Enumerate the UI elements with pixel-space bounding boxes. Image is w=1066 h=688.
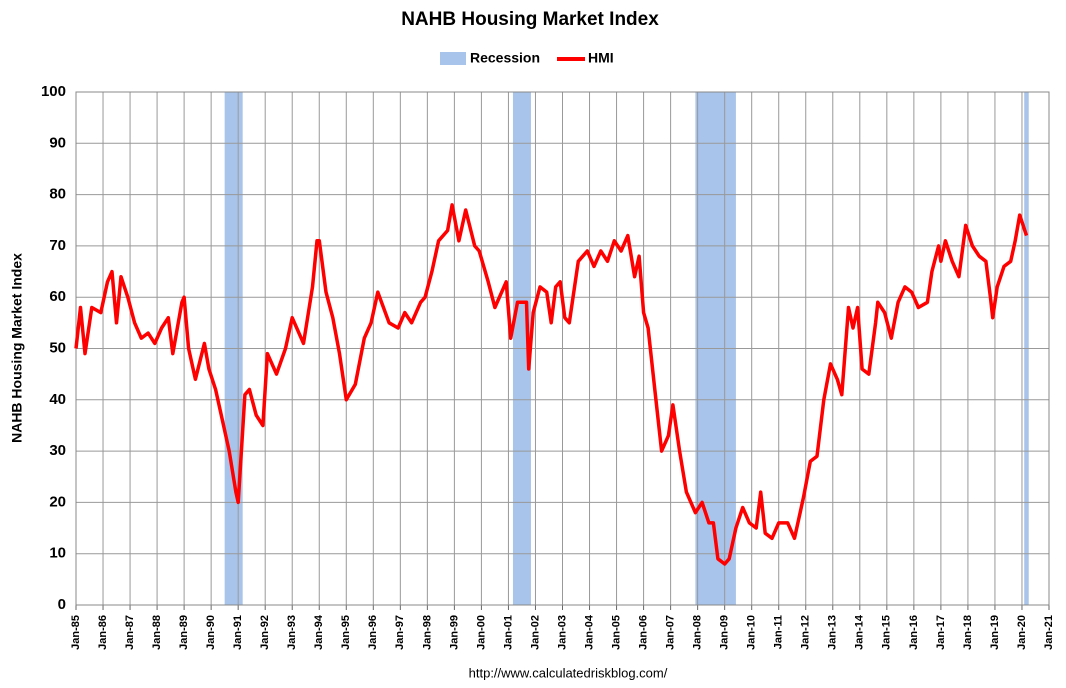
x-tick-label: Jan-08 <box>692 615 704 650</box>
x-tick-label: Jan-07 <box>665 615 677 650</box>
x-tick-label: Jan-90 <box>205 615 217 650</box>
x-tick-label: Jan-06 <box>637 615 649 650</box>
source: http://www.calculatedriskblog.com/ <box>469 665 668 680</box>
x-tick-label: Jan-93 <box>286 615 298 650</box>
x-tick-label: Jan-98 <box>421 615 433 650</box>
y-tick-label: 70 <box>49 237 66 254</box>
legend-swatch <box>440 52 466 65</box>
y-tick-label: 10 <box>49 545 66 562</box>
y-tick-label: 50 <box>49 339 66 356</box>
x-tick-label: Jan-17 <box>935 615 947 650</box>
x-tick-label: Jan-21 <box>1043 615 1055 650</box>
chart-title: NAHB Housing Market Index <box>401 9 659 30</box>
x-tick-label: Jan-99 <box>448 615 460 650</box>
x-tick-label: Jan-19 <box>989 615 1001 650</box>
x-tick-label: Jan-18 <box>962 615 974 650</box>
y-tick-label: 80 <box>49 186 66 203</box>
x-tick-label: Jan-01 <box>502 615 514 650</box>
x-tick-label: Jan-14 <box>854 614 866 650</box>
x-tick-label: Jan-13 <box>827 615 839 650</box>
x-tick-label: Jan-91 <box>232 615 244 650</box>
x-tick-label: Jan-95 <box>340 615 352 650</box>
x-tick-label: Jan-00 <box>475 615 487 650</box>
y-axis-label: NAHB Housing Market Index <box>9 253 25 443</box>
x-tick-label: Jan-86 <box>97 615 109 650</box>
x-tick-label: Jan-87 <box>124 615 136 650</box>
x-tick-label: Jan-89 <box>178 615 190 650</box>
x-tick-label: Jan-85 <box>70 615 82 650</box>
y-tick-label: 30 <box>49 442 66 459</box>
x-tick-label: Jan-97 <box>394 615 406 650</box>
x-tick-label: Jan-94 <box>313 614 325 650</box>
y-tick-label: 20 <box>49 493 66 510</box>
x-tick-label: Jan-04 <box>583 614 595 650</box>
x-tick-label: Jan-11 <box>773 615 785 649</box>
x-tick-label: Jan-20 <box>1016 615 1028 650</box>
x-tick-label: Jan-12 <box>800 615 812 650</box>
y-tick-label: 40 <box>49 391 66 408</box>
x-tick-label: Jan-09 <box>719 615 731 650</box>
x-tick-label: Jan-15 <box>881 615 893 650</box>
y-tick-label: 60 <box>49 288 66 305</box>
x-tick-label: Jan-96 <box>367 615 379 650</box>
hmi-line <box>74 203 1029 566</box>
legend-label: HMI <box>588 50 614 66</box>
x-tick-label: Jan-88 <box>151 615 163 650</box>
legend-label: Recession <box>470 50 540 66</box>
y-tick-label: 100 <box>41 83 66 100</box>
x-tick-label: Jan-16 <box>908 615 920 650</box>
x-tick-label: Jan-92 <box>259 615 271 650</box>
x-tick-label: Jan-10 <box>746 615 758 650</box>
y-tick-label: 90 <box>49 134 66 151</box>
x-tick-label: Jan-03 <box>556 615 568 650</box>
x-tick-label: Jan-05 <box>610 615 622 650</box>
y-tick-label: 0 <box>58 596 66 613</box>
x-tick-label: Jan-02 <box>529 615 541 650</box>
